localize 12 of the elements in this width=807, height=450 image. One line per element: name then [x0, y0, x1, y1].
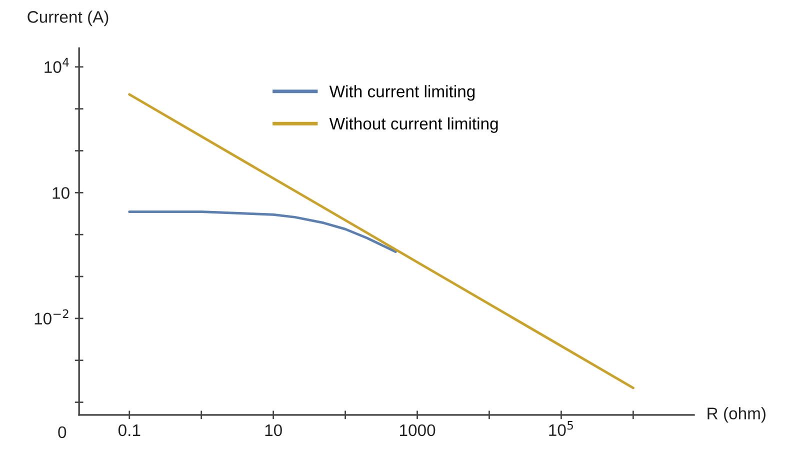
x-axis-title: R (ohm) [708, 407, 766, 423]
legend-label: Without current limiting [329, 117, 498, 133]
legend-label: With current limiting [329, 85, 475, 101]
x-tick-label: 0.1 [118, 424, 140, 436]
x-tick-label: 1000 [400, 424, 436, 436]
y-tick-label: 10 [52, 187, 70, 199]
text: 0 [58, 426, 66, 438]
y-axis-title: Current (A) [28, 10, 108, 26]
y-tick-label: 10$^{−2}$ [34, 309, 68, 325]
x-tick-label: 10 [265, 424, 282, 436]
x-tick-label: 10$^{5}$ [549, 421, 573, 436]
y-tick-label: 10$^{4}$ [44, 58, 69, 73]
